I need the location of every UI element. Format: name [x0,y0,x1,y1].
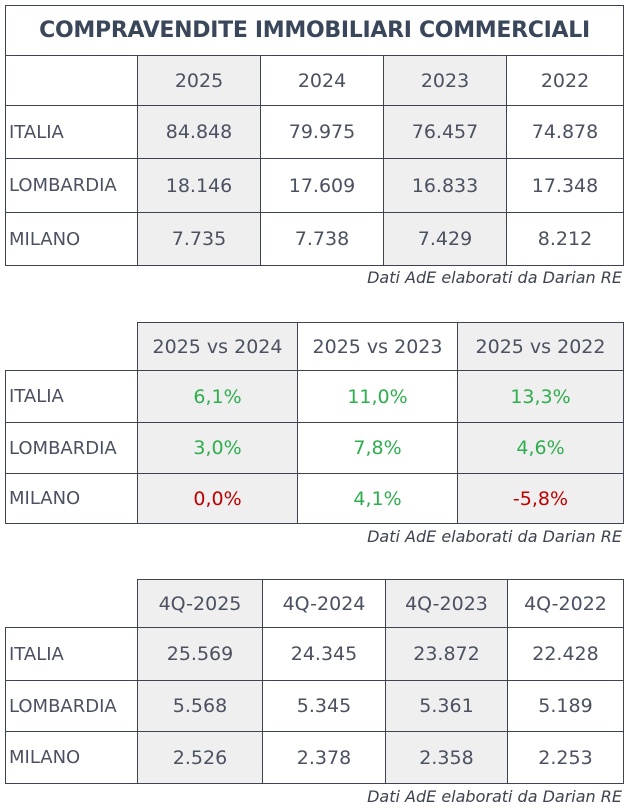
value-cell: 17.348 [506,158,624,213]
value-cell: 16.833 [383,158,507,213]
row-label: ITALIA [5,627,138,681]
column-header: 4Q-2022 [507,579,624,628]
value-cell: 7.735 [137,212,261,266]
value-cell: 25.569 [137,627,263,681]
value-cell: 24.345 [262,627,386,681]
column-header: 2024 [260,55,384,106]
column-header: 2025 vs 2022 [457,322,624,371]
value-cell: 18.146 [137,158,261,213]
column-header: 2023 [383,55,507,106]
row-label: MILANO [5,473,138,524]
value-cell: 2.358 [385,731,508,784]
value-cell: 17.609 [260,158,384,213]
table-title: COMPRAVENDITE IMMOBILIARI COMMERCIALI [5,5,624,56]
column-header: 2025 [137,55,261,106]
row-label: MILANO [5,731,138,784]
value-cell: 13,3% [457,370,624,423]
source-note: Dati AdE elaborati da Darian RE [367,787,622,806]
column-header: 4Q-2024 [262,579,386,628]
column-header: 2022 [506,55,624,106]
value-cell: 7,8% [297,422,458,474]
value-cell: 5.345 [262,680,386,732]
value-cell: 74.878 [506,105,624,159]
column-header: 2025 vs 2024 [137,322,298,371]
row-label: ITALIA [5,370,138,423]
source-note: Dati AdE elaborati da Darian RE [367,527,622,546]
row-label: ITALIA [5,105,138,159]
value-cell: 11,0% [297,370,458,423]
value-cell: 22.428 [507,627,624,681]
row-label: LOMBARDIA [5,680,138,732]
corner-cell [5,55,138,106]
value-cell: 2.526 [137,731,263,784]
value-cell: 5.568 [137,680,263,732]
row-label: LOMBARDIA [5,158,138,213]
row-label: LOMBARDIA [5,422,138,474]
value-cell: 2.253 [507,731,624,784]
column-header: 2025 vs 2023 [297,322,458,371]
source-note: Dati AdE elaborati da Darian RE [367,268,622,287]
value-cell: 5.189 [507,680,624,732]
value-cell: 7.738 [260,212,384,266]
value-cell: 4,6% [457,422,624,474]
value-cell: 5.361 [385,680,508,732]
value-cell: 23.872 [385,627,508,681]
value-cell: 2.378 [262,731,386,784]
value-cell: 76.457 [383,105,507,159]
value-cell: 0,0% [137,473,298,524]
value-cell: 8.212 [506,212,624,266]
corner-cell [5,579,138,628]
value-cell: 79.975 [260,105,384,159]
value-cell: 6,1% [137,370,298,423]
row-label: MILANO [5,212,138,266]
value-cell: 7.429 [383,212,507,266]
value-cell: 84.848 [137,105,261,159]
column-header: 4Q-2023 [385,579,508,628]
corner-cell [5,322,138,371]
value-cell: 3,0% [137,422,298,474]
value-cell: 4,1% [297,473,458,524]
value-cell: -5,8% [457,473,624,524]
column-header: 4Q-2025 [137,579,263,628]
